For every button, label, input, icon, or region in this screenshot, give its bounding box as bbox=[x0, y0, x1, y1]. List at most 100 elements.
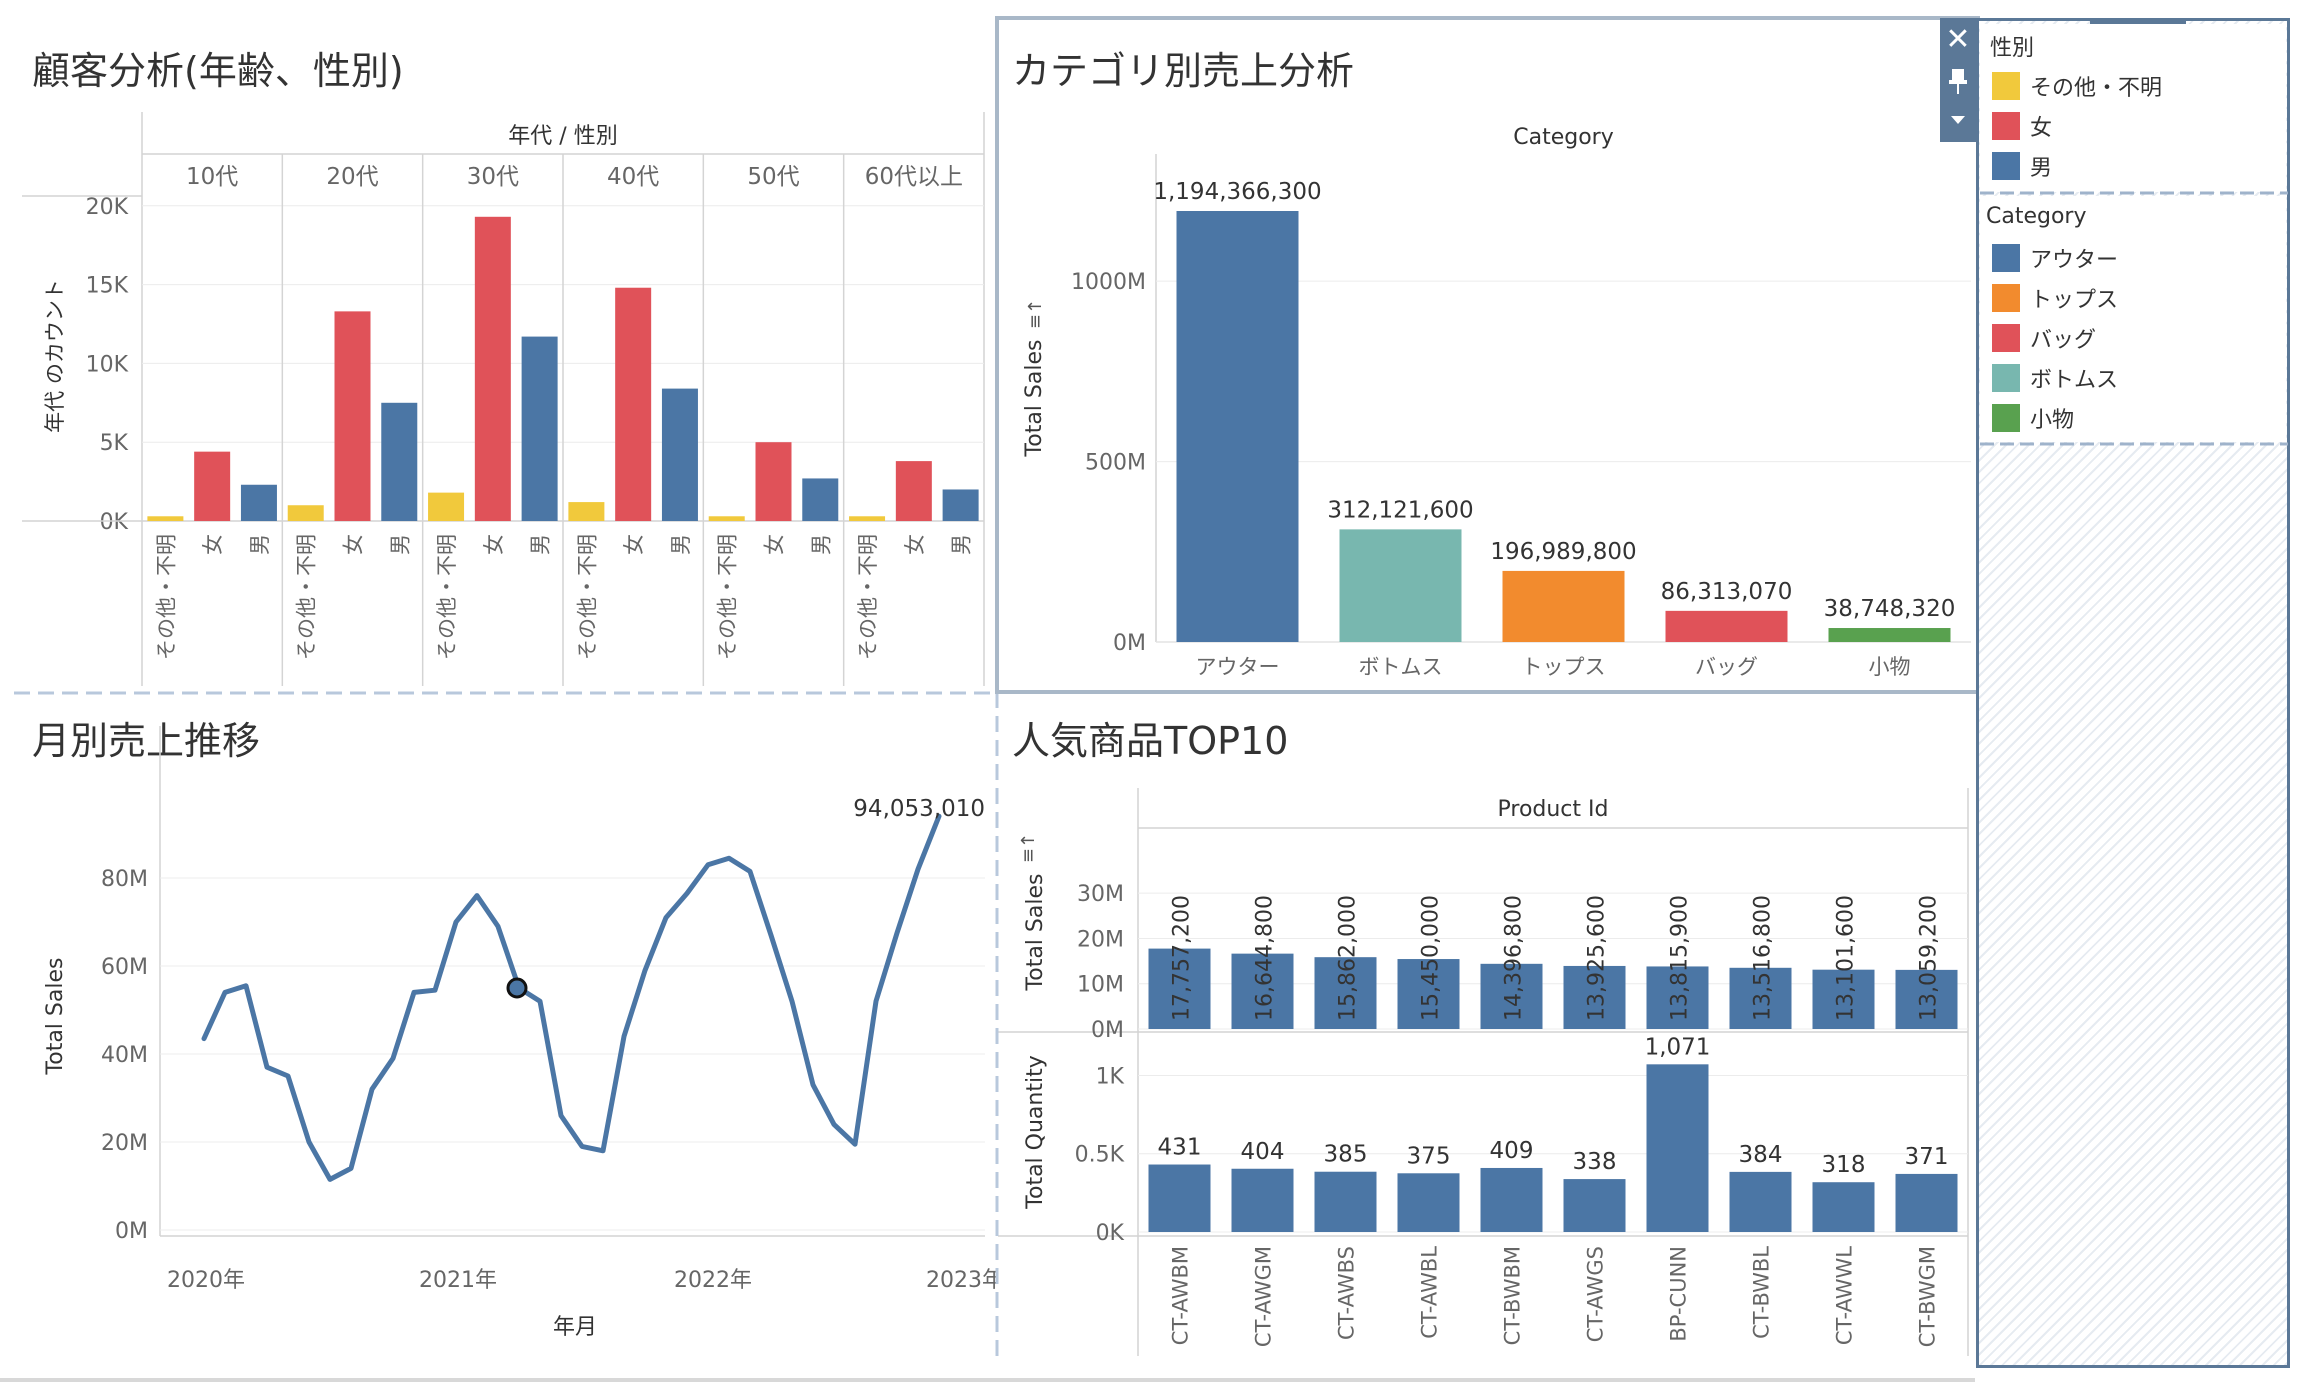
sort-icon: ≡↑ bbox=[1018, 833, 1039, 863]
bar bbox=[334, 311, 371, 521]
x-tick-label: 小物 bbox=[1869, 655, 1911, 679]
bar bbox=[1646, 1064, 1709, 1232]
data-label: 86,313,070 bbox=[1661, 579, 1793, 605]
bar bbox=[1729, 967, 1792, 1029]
data-label: 1,194,366,300 bbox=[1153, 179, 1321, 205]
bar bbox=[661, 388, 698, 521]
dropdown-icon[interactable] bbox=[1940, 102, 1976, 138]
bar bbox=[1397, 1173, 1460, 1232]
data-label: 384 bbox=[1739, 1142, 1783, 1168]
series-line bbox=[201, 813, 942, 1182]
legend-swatch bbox=[1992, 152, 2020, 180]
y-axis-label: Total Sales bbox=[43, 958, 68, 1076]
data-label: 15,862,000 bbox=[1336, 895, 1361, 1021]
legend-item-tops[interactable]: トップス bbox=[1992, 282, 2118, 313]
x-tick-label: CT-AWBM bbox=[1169, 1246, 1193, 1345]
y-tick-label: 40M bbox=[101, 1043, 148, 1068]
bar bbox=[802, 478, 839, 521]
y-tick-label: 20M bbox=[1077, 927, 1124, 952]
y-tick-label: 5K bbox=[100, 431, 129, 456]
bar bbox=[1480, 963, 1543, 1029]
legend-item-small[interactable]: 小物 bbox=[1992, 402, 2074, 433]
bar bbox=[1502, 570, 1625, 642]
top10-chart: Product Id 0M 10M 20M 30M 0K 0.5K 1K Total Sales… bbox=[998, 788, 1969, 1356]
group-label: 50代 bbox=[747, 164, 799, 190]
legend-item-outer[interactable]: アウター bbox=[1992, 242, 2118, 273]
bar bbox=[1665, 610, 1788, 642]
bar bbox=[287, 505, 324, 521]
bar bbox=[1314, 1171, 1377, 1232]
top10-panel: 人気商品TOP10 Product Id 0M 10M 20M 30M 0K 0.5K 1K T… bbox=[998, 696, 1978, 1360]
bar bbox=[1563, 1179, 1626, 1232]
legend-item-other[interactable]: その他・不明 bbox=[1992, 70, 2162, 101]
x-tick-label: 男 bbox=[950, 534, 974, 555]
data-label: 196,989,800 bbox=[1490, 539, 1636, 565]
y-tick-label: 0M bbox=[115, 1219, 148, 1244]
data-label: 375 bbox=[1407, 1143, 1451, 1169]
bar bbox=[1895, 969, 1958, 1029]
bar bbox=[194, 451, 231, 521]
bar bbox=[474, 216, 511, 522]
group-label: 30代 bbox=[467, 164, 519, 190]
floating-toolbar: ✕ bbox=[1940, 18, 1976, 142]
bar bbox=[849, 516, 886, 521]
data-label: 409 bbox=[1490, 1138, 1534, 1164]
x-tick-label: アウター bbox=[1196, 655, 1280, 679]
y-tick-label: 1K bbox=[1096, 1064, 1125, 1089]
x-tick-label: CT-BWBM bbox=[1501, 1246, 1525, 1345]
x-tick-label: 2020年 bbox=[167, 1268, 245, 1293]
x-tick-label: CT-BWGM bbox=[1916, 1246, 1940, 1347]
bar bbox=[1646, 966, 1709, 1029]
data-label: 371 bbox=[1905, 1144, 1949, 1170]
bar bbox=[1231, 1168, 1294, 1232]
x-tick-label: 女 bbox=[763, 534, 787, 555]
bar bbox=[147, 516, 184, 521]
monthly-sales-title: 月別売上推移 bbox=[32, 719, 261, 763]
group-label: 10代 bbox=[186, 164, 238, 190]
bar bbox=[1828, 628, 1951, 642]
legend-item-female[interactable]: 女 bbox=[1992, 110, 2052, 141]
legend-item-bag[interactable]: バッグ bbox=[1992, 322, 2096, 353]
y-tick-label: 20M bbox=[101, 1131, 148, 1156]
x-tick-label: 女 bbox=[482, 534, 506, 555]
top10-title: 人気商品TOP10 bbox=[1012, 719, 1289, 763]
monthly-sales-chart: 0M 20M 40M 60M 80M Total Sales 年月 2020年 2021年 202… bbox=[43, 726, 996, 1340]
x-tick-label: BP-CUNN bbox=[1667, 1246, 1691, 1342]
y-tick-label: 10M bbox=[1077, 973, 1124, 998]
data-label: 13,516,800 bbox=[1751, 895, 1776, 1021]
legend-swatch bbox=[1992, 324, 2020, 352]
x-tick-label: 女 bbox=[201, 534, 225, 555]
group-label: 40代 bbox=[607, 164, 659, 190]
x-tick-label: 男 bbox=[809, 534, 833, 555]
data-label: 385 bbox=[1324, 1142, 1368, 1168]
x-tick-label: トップス bbox=[1522, 655, 1606, 679]
x-tick-label: 女 bbox=[342, 534, 366, 555]
legend-item-male[interactable]: 男 bbox=[1992, 150, 2052, 181]
category-sales-chart: Category 0M 500M 1000M Total Sales ≡↑ 1,194,36… bbox=[1022, 125, 1971, 679]
bar bbox=[708, 516, 745, 521]
x-tick-label: その他・不明 bbox=[295, 534, 319, 660]
y-tick-label: 1000M bbox=[1071, 270, 1146, 295]
data-label: 13,925,600 bbox=[1585, 895, 1610, 1021]
x-tick-label: バッグ bbox=[1695, 655, 1758, 679]
customer-analysis-panel: 顧客分析(年齢、性別) 年代 / 性別 0K 5K 10K 15K 20K 年代 のカウント… bbox=[0, 0, 990, 690]
bar bbox=[1148, 948, 1211, 1029]
x-tick-label: ボトムス bbox=[1359, 655, 1443, 679]
bar bbox=[895, 461, 932, 521]
x-tick-label: CT-AWBS bbox=[1335, 1246, 1359, 1340]
bar bbox=[1397, 959, 1460, 1029]
legend-gender: 性別 その他・不明 女 男 bbox=[1980, 24, 2286, 192]
data-label: 15,450,000 bbox=[1419, 895, 1444, 1021]
legend-swatch bbox=[1992, 364, 2020, 392]
x-tick-label: その他・不明 bbox=[716, 534, 740, 660]
pin-icon[interactable] bbox=[1940, 62, 1976, 98]
legend-item-bottoms[interactable]: ボトムス bbox=[1992, 362, 2118, 393]
legend-gender-title: 性別 bbox=[1990, 36, 2035, 61]
close-icon[interactable]: ✕ bbox=[1945, 22, 1971, 57]
y-axis-label: Total Sales bbox=[1023, 874, 1048, 992]
group-label: 60代以上 bbox=[865, 164, 963, 190]
y-axis-label: 年代 のカウント bbox=[43, 279, 67, 433]
bar bbox=[1563, 965, 1626, 1029]
legend-category: Category アウター トップス バッグ ボトムス 小物 bbox=[1980, 196, 2286, 442]
